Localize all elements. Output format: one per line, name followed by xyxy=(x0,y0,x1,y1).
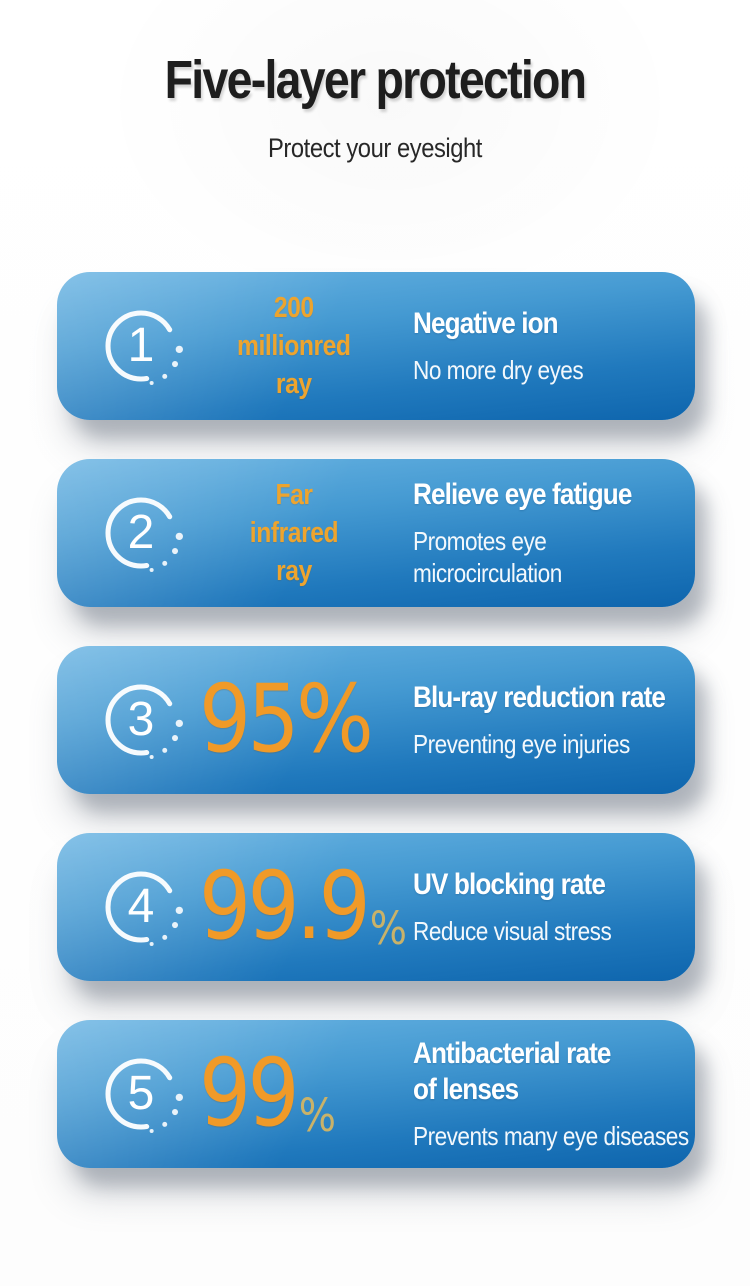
card-title: Blu-ray reduction rate xyxy=(413,680,666,716)
step-badge: 4 xyxy=(97,863,185,951)
subtitle-line: Reduce visual stress xyxy=(413,916,612,947)
card-text: Antibacterial rate of lenses Prevents ma… xyxy=(413,1036,695,1152)
title-line: Relieve eye fatigue xyxy=(413,478,632,512)
card-text: Relieve eye fatigue Promotes eye microci… xyxy=(413,477,695,589)
step-badge: 3 xyxy=(97,676,185,764)
subtitle-line: Preventing eye injuries xyxy=(413,729,630,760)
step-number: 4 xyxy=(127,879,155,933)
page-title: Five-layer protection xyxy=(164,50,587,110)
highlight-text: Far infrared ray xyxy=(249,476,339,590)
card-title: Antibacterial rate of lenses xyxy=(413,1036,646,1108)
title-line: of lenses xyxy=(413,1073,519,1107)
step-badge: 2 xyxy=(97,489,185,577)
card-subtitle: Promotes eye microcirculation xyxy=(413,525,646,589)
card-subtitle: No more dry eyes xyxy=(413,354,646,386)
highlight-text: 200 millionred ray xyxy=(237,289,351,403)
step-number: 1 xyxy=(127,318,155,372)
stat-value: 99.9 xyxy=(199,852,371,962)
card-text: Blu-ray reduction rate Preventing eye in… xyxy=(413,680,695,760)
highlight-line: infrared xyxy=(249,517,339,550)
progress-ring-icon xyxy=(105,1058,183,1134)
highlight-line: 200 xyxy=(274,292,314,325)
page-subtitle: Protect your eyesight xyxy=(268,133,482,164)
header: Five-layer protection Protect your eyesi… xyxy=(0,0,750,164)
cards-list: 1 200 millionred ray Negative ion No mor… xyxy=(0,272,750,1169)
card-subtitle: Prevents many eye diseases xyxy=(413,1120,689,1152)
protection-card-2: 2 Far infrared ray Relieve eye fatigue P… xyxy=(57,459,695,608)
highlight-zone: 99.9 % xyxy=(185,860,407,954)
stat: 99 % xyxy=(199,1047,336,1141)
card-subtitle: Reduce visual stress xyxy=(413,915,646,947)
protection-card-1: 1 200 millionred ray Negative ion No mor… xyxy=(57,272,695,421)
protection-card-4: 4 99.9 % UV blocking rate Reduce visual … xyxy=(57,833,695,982)
title-line: Antibacterial rate xyxy=(413,1037,611,1071)
percent-sign: % xyxy=(298,1089,336,1143)
subtitle-line: No more dry eyes xyxy=(413,355,584,386)
stat-value: 99 xyxy=(199,1039,300,1149)
highlight-zone: Far infrared ray xyxy=(185,476,403,590)
protection-card-3: 3 95 % Blu-ray reduction rate Preventing… xyxy=(57,646,695,795)
percent-sign: % xyxy=(369,902,407,956)
title-line: UV blocking rate xyxy=(413,868,606,902)
progress-ring-icon xyxy=(105,871,183,947)
subtitle-line: microcirculation xyxy=(413,558,562,589)
highlight-line: Far xyxy=(275,479,313,512)
step-badge: 5 xyxy=(97,1050,185,1138)
card-title: UV blocking rate xyxy=(413,867,646,903)
highlight-line: millionred xyxy=(237,330,351,363)
stat: 99.9 % xyxy=(199,860,407,954)
card-title: Relieve eye fatigue xyxy=(413,477,646,513)
stat-value: 95 xyxy=(199,665,300,775)
progress-ring-icon xyxy=(105,497,183,573)
highlight-zone: 200 millionred ray xyxy=(185,289,403,403)
percent-sign: % xyxy=(296,665,374,775)
stat: 95 % xyxy=(199,665,374,775)
step-number: 2 xyxy=(127,505,155,559)
progress-ring-icon xyxy=(105,310,183,386)
card-title: Negative ion xyxy=(413,306,646,342)
highlight-line: ray xyxy=(276,555,312,588)
protection-card-5: 5 99 % Antibacterial rate of lenses Prev… xyxy=(57,1020,695,1169)
title-line: Negative ion xyxy=(413,307,559,341)
subtitle-line: Prevents many eye diseases xyxy=(413,1121,689,1152)
highlight-line: ray xyxy=(276,368,312,401)
card-text: Negative ion No more dry eyes xyxy=(413,306,695,386)
subtitle-line: Promotes eye xyxy=(413,526,547,557)
title-line: Blu-ray reduction rate xyxy=(413,681,666,715)
card-subtitle: Preventing eye injuries xyxy=(413,728,646,760)
highlight-zone: 99 % xyxy=(185,1047,403,1141)
step-number: 5 xyxy=(127,1066,155,1120)
card-text: UV blocking rate Reduce visual stress xyxy=(413,867,695,947)
highlight-zone: 95 % xyxy=(185,673,403,767)
step-number: 3 xyxy=(127,692,155,746)
step-badge: 1 xyxy=(97,302,185,390)
progress-ring-icon xyxy=(105,684,183,760)
